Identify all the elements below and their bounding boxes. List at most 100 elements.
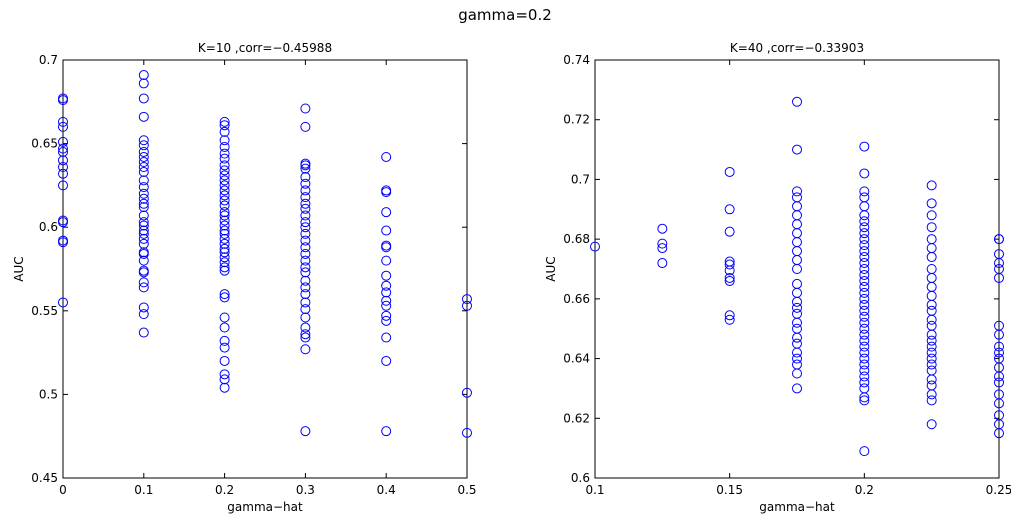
y-tick-label: 0.68 [563,232,590,246]
data-point [859,269,870,280]
data-point [926,335,937,346]
data-point [657,223,668,234]
data-point [859,293,870,304]
data-point [792,368,802,379]
data-point [219,175,230,186]
data-point [859,311,870,322]
data-point [219,160,230,171]
data-point [792,144,802,155]
data-point [138,162,149,173]
data-point [381,355,392,366]
data-point [219,369,230,380]
data-point [300,163,311,174]
x-tick-label: 0.1 [585,483,604,497]
data-point [926,222,937,233]
data-point [219,170,230,181]
data-point [219,233,230,244]
data-point [219,190,230,201]
data-point [300,426,311,437]
data-point [219,215,230,226]
data-point [219,382,230,393]
data-point [138,220,149,231]
data-point [792,186,802,197]
data-point [219,135,230,146]
data-point [724,275,735,286]
data-point [926,299,937,310]
data-point [462,427,472,438]
y-tick-label: 0.72 [563,113,590,127]
data-point [926,198,937,209]
panel-title: K=10 ,corr=−0.45988 [198,41,332,55]
data-point [58,136,68,147]
data-point [219,120,230,131]
data-point [859,287,870,298]
data-point [381,270,392,281]
y-tick-label: 0.66 [563,292,590,306]
data-point [926,347,937,358]
data-point [58,116,68,127]
data-point [219,207,230,218]
data-point [300,172,311,183]
x-tick-label: 0.2 [855,483,874,497]
scatter-panel-2: K=40 ,corr=−0.33903 0.1 0.15 0.2 0.25 0.6 0.62… [544,41,1011,514]
data-point [300,282,311,293]
data-point [926,353,937,364]
data-point [724,226,735,237]
data-point [300,228,311,239]
data-point [381,310,392,321]
y-tick-label: 0.74 [563,53,590,67]
data-point [724,259,735,270]
data-point [381,225,392,236]
data-point [462,294,472,305]
data-point [657,258,668,269]
data-point [58,297,68,308]
data-point [138,210,149,221]
data-point [859,228,870,239]
data-point [926,314,937,325]
y-tick-label: 0.45 [31,471,58,485]
data-point [300,160,311,171]
data-point [859,305,870,316]
data-point [138,193,149,204]
data-point [994,329,1004,340]
data-point [859,446,870,457]
data-point [994,272,1004,283]
data-point [300,322,311,333]
data-point [300,235,311,246]
data-point [859,392,870,403]
data-point [138,167,149,178]
y-axis-label: AUC [544,256,558,281]
data-point [219,243,230,254]
data-point [219,262,230,273]
data-point [219,200,230,211]
data-point [994,371,1004,382]
data-point [219,355,230,366]
data-point [219,165,230,176]
data-point [138,217,149,228]
data-point [219,292,230,303]
data-point [300,178,311,189]
data-point [859,317,870,328]
data-point [724,265,735,276]
data-point [138,111,149,122]
data-point [994,347,1004,358]
data-point [219,289,230,300]
data-point [994,234,1004,245]
data-point [926,252,937,263]
data-point [859,246,870,257]
data-point [859,210,870,221]
data-point [859,216,870,227]
x-tick-label: 0.1 [134,483,153,497]
data-point [138,188,149,199]
data-point [138,70,149,81]
data-point [859,240,870,251]
data-point [219,126,230,137]
data-point [462,387,472,398]
data-point [926,329,937,340]
data-point [300,203,311,214]
data-point [792,296,802,307]
y-tick-label: 0.64 [563,352,590,366]
data-point [219,148,230,159]
data-point [994,341,1004,352]
data-point [219,228,230,239]
